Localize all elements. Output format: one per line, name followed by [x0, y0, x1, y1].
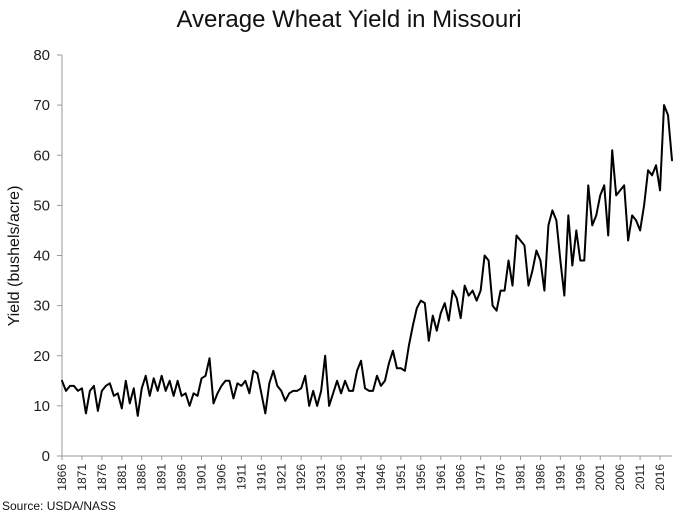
x-tick-label: 2011: [633, 464, 647, 490]
x-tick-label: 1941: [354, 464, 368, 491]
x-tick-label: 1866: [55, 464, 69, 491]
x-tick-label: 2001: [593, 464, 607, 491]
x-tick-label: 1986: [533, 464, 547, 491]
source-note: Source: USDA/NASS: [2, 499, 117, 513]
y-tick-label: 0: [42, 448, 50, 465]
yield-series-line: [61, 104, 673, 417]
y-tick-label: 30: [33, 298, 50, 315]
chart-title: Average Wheat Yield in Missouri: [176, 6, 522, 33]
x-tick-label: 1891: [155, 464, 169, 491]
x-tick-label: 1921: [274, 464, 288, 491]
series-layer: [61, 104, 673, 417]
x-tick-label: 2006: [613, 464, 627, 491]
x-tick-label: 1906: [214, 464, 228, 491]
x-tick-label: 1876: [95, 464, 109, 491]
y-tick-label: 60: [33, 147, 50, 164]
x-tick-label: 1976: [494, 464, 508, 491]
y-tick-label: 70: [33, 97, 50, 114]
y-tick-label: 50: [33, 197, 50, 214]
x-tick-label: 1946: [374, 464, 388, 491]
x-tick-label: 1996: [573, 464, 587, 491]
x-tick-label: 1926: [294, 464, 308, 491]
x-tick-label: 1961: [434, 464, 448, 491]
x-tick-label: 1931: [314, 464, 328, 491]
x-tick-label: 2016: [653, 464, 667, 491]
x-tick-label: 1936: [334, 464, 348, 491]
y-axis-title: Yield (bushels/acre): [6, 186, 23, 327]
x-tick-labels: 1866 1871 1876 1881 1886 1891 1896 1901 1906 1911…: [55, 456, 667, 491]
y-tick-label: 20: [33, 348, 50, 365]
x-tick-label: 1956: [414, 464, 428, 491]
x-tick-label: 1871: [75, 464, 89, 491]
x-tick-label: 1881: [115, 464, 129, 491]
y-tick-label: 80: [33, 47, 50, 64]
x-tick-label: 1991: [553, 464, 567, 491]
x-tick-label: 1966: [454, 464, 468, 491]
y-tick-label: 40: [33, 248, 50, 265]
y-tick-label: 10: [33, 398, 50, 415]
x-tick-label: 1951: [394, 464, 408, 491]
x-tick-label: 1886: [135, 464, 149, 491]
x-tick-label: 1901: [195, 464, 209, 491]
x-tick-label: 1971: [474, 464, 488, 491]
x-tick-label: 1981: [513, 464, 527, 491]
x-tick-label: 1896: [175, 464, 189, 491]
x-tick-label: 1911: [234, 464, 248, 490]
y-tick-labels: 0 10 20 30 40 50 60 70 80: [33, 47, 62, 465]
x-tick-label: 1916: [254, 464, 268, 491]
